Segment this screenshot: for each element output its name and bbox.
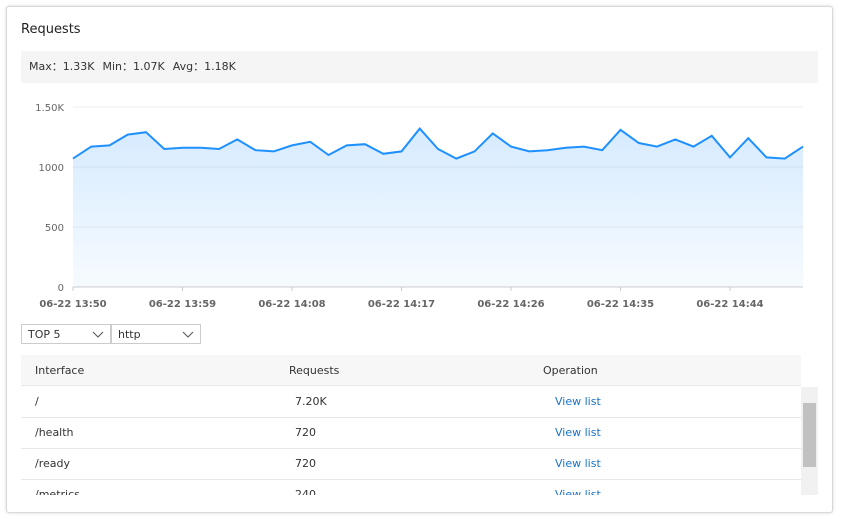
cell: 240 [295, 488, 316, 495]
select-value: TOP 5 [28, 328, 61, 341]
chart: 0 500 1000 1.50K 06-22 13:50 06-22 13:59 06-22… [35, 103, 804, 310]
stat-label: Avg： [172, 60, 205, 73]
chevron [182, 331, 194, 338]
y-tick-label: 500 [45, 223, 64, 234]
table-header: Interface Requests Operation [21, 355, 801, 386]
scroll-thumb[interactable] [803, 403, 816, 467]
view-link[interactable]: View list [555, 457, 601, 470]
view-link[interactable]: View list [555, 426, 601, 439]
cell: / [35, 395, 39, 408]
y-tick-label: 1.50K [35, 103, 64, 114]
cell: 7.20K [295, 395, 327, 408]
card: Requests Max：1.33K Min：1.07K Avg：1.18K TOP… [6, 6, 833, 513]
x-tick-label: 06-22 14:44 [696, 299, 763, 310]
y-tick-label: 0 [58, 283, 64, 294]
stats-bar: Max：1.33K Min：1.07K Avg：1.18K [21, 51, 818, 83]
view-link[interactable]: View list [555, 488, 601, 495]
x-tick-label: 06-22 14:17 [368, 299, 435, 310]
stat-value: 1.33K [62, 60, 95, 73]
x-tick-label: 06-22 14:08 [258, 299, 325, 310]
stat-value: 1.07K [133, 60, 165, 73]
column-header: Operation [543, 364, 598, 377]
stat: Max：1.33K [29, 60, 94, 73]
x-tick-label: 06-22 14:35 [587, 299, 654, 310]
table: Interface Requests Operation / 7.20K View lis… [21, 355, 818, 495]
table-row: /metrics 240 View list [21, 479, 801, 495]
cell: 720 [295, 426, 316, 439]
stat-label: Min： [102, 60, 133, 73]
stat: Min：1.07K [102, 60, 164, 73]
cell: /metrics [35, 488, 80, 495]
table-row: /health 720 View list [21, 417, 801, 449]
panel-title: Requests [21, 22, 81, 37]
cell: /ready [35, 457, 70, 470]
chevron [92, 331, 104, 338]
protocol-select[interactable]: http [111, 324, 201, 344]
column-header: Interface [35, 364, 85, 377]
area [73, 128, 803, 287]
table-row: / 7.20K View list [21, 386, 801, 418]
x-tick-label: 06-22 13:59 [149, 299, 216, 310]
cell: 720 [295, 457, 316, 470]
y-tick-label: 1000 [39, 163, 64, 174]
column-header: Requests [289, 364, 340, 377]
cell: /health [35, 426, 74, 439]
stat: Avg：1.18K [173, 60, 236, 73]
scrollbar[interactable] [801, 387, 818, 495]
x-tick-label: 06-22 14:26 [477, 299, 544, 310]
stat-label: Max： [29, 60, 63, 73]
table-row: /ready 720 View list [21, 448, 801, 480]
stat-value: 1.18K [204, 60, 236, 73]
view-link[interactable]: View list [555, 395, 601, 408]
top-select[interactable]: TOP 5 [21, 324, 111, 344]
select-value: http [118, 328, 141, 341]
line [72, 127, 804, 160]
x-tick-label: 06-22 13:50 [39, 299, 106, 310]
